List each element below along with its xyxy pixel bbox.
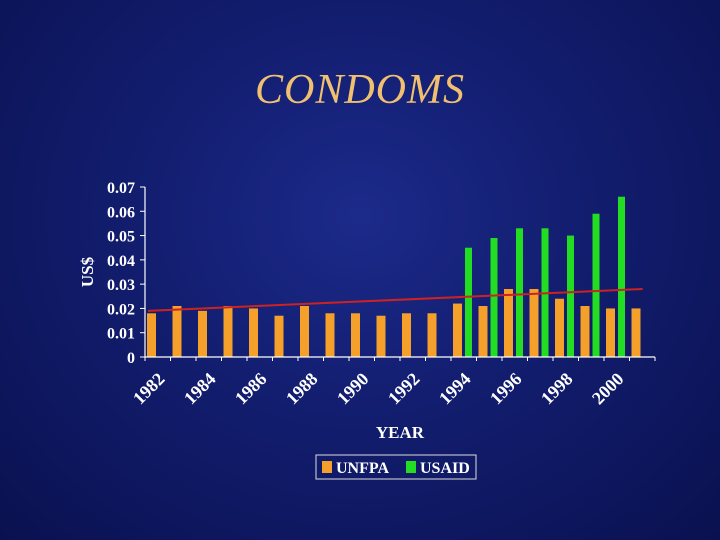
legend-label-unfpa: UNFPA xyxy=(336,460,389,477)
usaid-bar xyxy=(592,213,600,357)
legend-label-usaid: USAID xyxy=(420,460,470,477)
trend-line xyxy=(147,288,643,312)
y-tick-label: 0 xyxy=(127,350,135,367)
x-tick-label: 1986 xyxy=(231,369,271,409)
unfpa-bar xyxy=(580,306,590,357)
unfpa-bar xyxy=(555,298,564,357)
y-tick-label: 0.01 xyxy=(107,326,135,343)
y-tick-label: 0.05 xyxy=(107,229,135,246)
unfpa-bar xyxy=(274,315,284,357)
x-tick-label: 1998 xyxy=(537,369,577,409)
unfpa-bar xyxy=(351,313,360,357)
unfpa-bar xyxy=(504,289,513,357)
unfpa-bar xyxy=(198,310,207,357)
x-tick-label: 1996 xyxy=(486,369,526,409)
y-axis-title: US$ xyxy=(78,256,97,287)
y-tick-label: 0.04 xyxy=(107,253,135,270)
legend-swatch-usaid xyxy=(406,461,416,473)
unfpa-bar xyxy=(453,303,462,357)
unfpa-bar xyxy=(147,313,156,357)
x-axis-title: YEAR xyxy=(376,423,425,442)
unfpa-bar xyxy=(402,313,411,357)
y-tick-label: 0.06 xyxy=(107,204,135,221)
unfpa-bar xyxy=(376,315,386,357)
unfpa-bar xyxy=(325,313,335,357)
usaid-bar xyxy=(516,228,523,357)
usaid-bar xyxy=(490,238,498,357)
x-tick-label: 1992 xyxy=(384,369,424,409)
x-tick-label: 1988 xyxy=(282,369,322,409)
unfpa-bar xyxy=(529,289,539,357)
unfpa-bar xyxy=(606,308,615,357)
x-tick-label: 1984 xyxy=(180,369,220,409)
usaid-bar xyxy=(567,235,574,357)
usaid-bar xyxy=(465,247,472,357)
y-tick-label: 0.02 xyxy=(107,301,135,318)
x-tick-label: 1994 xyxy=(435,369,475,409)
legend-box xyxy=(315,454,477,480)
unfpa-bar xyxy=(249,308,258,357)
unfpa-bar xyxy=(631,308,641,357)
legend-swatch-unfpa xyxy=(322,461,332,473)
y-tick-label: 0.07 xyxy=(107,180,135,197)
slide-title: CONDOMS xyxy=(254,67,465,113)
unfpa-bar xyxy=(300,306,309,357)
unfpa-bar xyxy=(172,306,182,357)
x-tick-label: 1982 xyxy=(129,369,169,409)
usaid-bar xyxy=(618,196,625,357)
x-tick-label: 2000 xyxy=(588,369,628,409)
unfpa-bar xyxy=(427,313,437,357)
y-tick-label: 0.03 xyxy=(107,277,135,294)
unfpa-bar xyxy=(478,306,488,357)
x-tick-label: 1990 xyxy=(333,369,373,409)
unfpa-bar xyxy=(223,306,233,357)
